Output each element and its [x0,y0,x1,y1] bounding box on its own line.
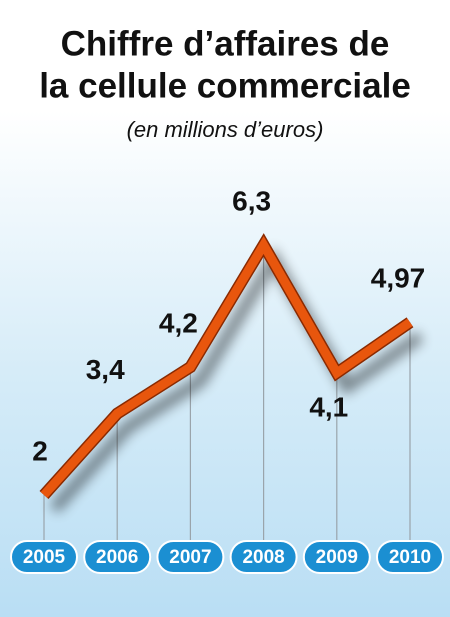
category-pill [229,540,298,574]
value-label: 4,1 [309,391,348,422]
category-pill [10,540,78,574]
x-tick-label: 2009 [316,547,358,568]
x-tick-label: 2008 [242,547,284,568]
chart-title: la cellule commerciale [39,66,411,105]
x-tick-label: 2010 [389,547,431,568]
chart-title: Chiffre d’affaires de [61,24,390,63]
line [40,236,413,499]
category-pill [156,540,225,574]
category-pill [302,540,371,574]
x-tick-label: 2007 [169,547,211,568]
value-label: 4,97 [371,263,426,294]
value-label: 6,3 [232,185,271,216]
value-label: 3,4 [86,354,125,385]
category-pill [83,540,152,574]
value-label: 2 [32,435,48,466]
value-label: 4,2 [159,307,198,338]
x-tick-label: 2005 [23,547,66,568]
line-group [39,233,414,500]
x-tick-label: 2006 [96,547,138,568]
category-pill [376,540,444,574]
chart-subtitle: (en millions d’euros) [127,117,324,142]
